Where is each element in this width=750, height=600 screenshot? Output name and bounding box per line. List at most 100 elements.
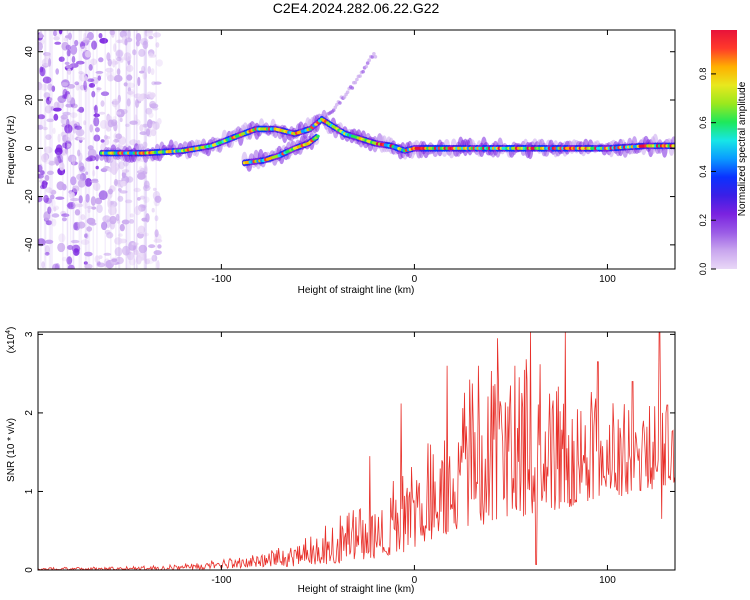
noise-blob	[68, 191, 76, 199]
noise-blob	[40, 119, 46, 128]
noise-blob	[151, 207, 155, 213]
noise-blob	[106, 231, 114, 239]
noise-blob	[75, 83, 80, 91]
noise-blob	[66, 256, 73, 265]
noise-blob	[87, 208, 91, 213]
noise-blob	[72, 185, 80, 193]
noise-blob	[137, 96, 144, 102]
colorbar-tick-label: 0.0	[698, 263, 708, 276]
noise-blob	[118, 161, 125, 170]
noise-streak	[50, 30, 52, 269]
noise-blob	[115, 133, 122, 140]
faint-branch-blob	[342, 95, 347, 99]
noise-blob	[98, 33, 103, 39]
svg-text:(x104): (x104)	[5, 327, 17, 354]
noise-blob	[97, 75, 102, 81]
noise-blob	[64, 35, 70, 39]
snr-ytick-label: 1	[24, 488, 35, 494]
noise-blob	[76, 108, 84, 112]
noise-blob	[74, 209, 81, 216]
noise-blob	[156, 59, 163, 67]
faint-branch-blob	[353, 80, 358, 85]
noise-blob	[150, 68, 155, 76]
noise-blob	[139, 131, 148, 136]
noise-blob	[120, 180, 127, 187]
snr-scale-exponent: 4	[5, 330, 12, 334]
noise-blob	[155, 42, 160, 48]
noise-blob	[131, 242, 139, 246]
noise-blob	[77, 221, 86, 229]
noise-blob	[106, 52, 111, 62]
noise-blob	[54, 41, 62, 45]
noise-blob	[145, 107, 153, 115]
noise-blob	[151, 129, 157, 137]
snr-xtick-label: 100	[599, 575, 616, 586]
noise-blob	[41, 180, 48, 189]
noise-blob	[59, 162, 65, 171]
noise-blob	[62, 142, 68, 149]
noise-blob	[38, 173, 44, 179]
noise-blob	[113, 43, 117, 52]
snr-ytick-label: 0	[24, 567, 35, 573]
spectrogram-ticks: -100 0 100 -40 -20 0 20 40	[24, 30, 675, 285]
noise-blob	[98, 111, 106, 115]
snr-xtick-label: 0	[412, 575, 418, 586]
noise-blob	[53, 113, 59, 121]
noise-blob	[90, 196, 96, 206]
noise-blob	[118, 233, 123, 237]
snr-scale-label: (x104)	[5, 327, 17, 354]
noise-blob	[119, 117, 123, 123]
noise-blob	[103, 134, 108, 140]
snr-scale-prefix: (x10	[6, 333, 17, 353]
noise-blob	[46, 118, 54, 123]
noise-blob	[93, 116, 100, 127]
noise-blob	[105, 67, 114, 73]
noise-blob	[50, 194, 55, 200]
noise-blob	[77, 149, 81, 157]
noise-blob	[38, 124, 44, 130]
noise-blob	[102, 215, 111, 223]
noise-blob	[78, 160, 82, 167]
noise-blob	[85, 171, 89, 175]
noise-blob	[76, 173, 84, 181]
noise-blob	[55, 196, 65, 200]
noise-blob	[38, 164, 43, 173]
colorbar-tick-label: 0.6	[698, 116, 708, 129]
noise-blob	[112, 116, 117, 121]
noise-blob	[90, 179, 99, 184]
spectrogram-ytick-label: -40	[24, 237, 35, 252]
snr-frame	[37, 331, 676, 571]
noise-blob	[72, 248, 80, 256]
noise-blob	[107, 198, 111, 208]
noise-blob	[114, 247, 123, 257]
noise-blob	[96, 87, 102, 91]
noise-streak	[69, 30, 72, 269]
noise-blob	[87, 155, 97, 162]
noise-blob	[109, 215, 117, 225]
noise-blob	[109, 30, 116, 36]
noise-blob	[70, 112, 78, 118]
noise-blob	[143, 196, 150, 203]
noise-blob	[111, 258, 118, 263]
noise-blob	[100, 139, 105, 143]
noise-blob	[148, 52, 154, 58]
noise-blob	[41, 153, 49, 163]
noise-blob	[154, 229, 159, 238]
noise-blob	[105, 136, 111, 140]
noise-blob	[75, 203, 84, 208]
noise-blob	[94, 127, 100, 133]
noise-blob	[56, 181, 65, 191]
noise-blob	[70, 239, 80, 244]
noise-blob	[39, 67, 46, 77]
noise-blob	[44, 105, 53, 114]
noise-blob	[80, 41, 86, 50]
noise-blob	[147, 66, 151, 74]
noise-blob	[78, 71, 84, 75]
noise-blob	[126, 176, 134, 183]
spectrogram-ylabel: Frequency (Hz)	[6, 116, 17, 185]
noise-blob	[58, 233, 66, 243]
noise-blob	[106, 126, 111, 132]
noise-blob	[70, 176, 77, 186]
spectrogram-ytick-label: 20	[24, 94, 35, 106]
